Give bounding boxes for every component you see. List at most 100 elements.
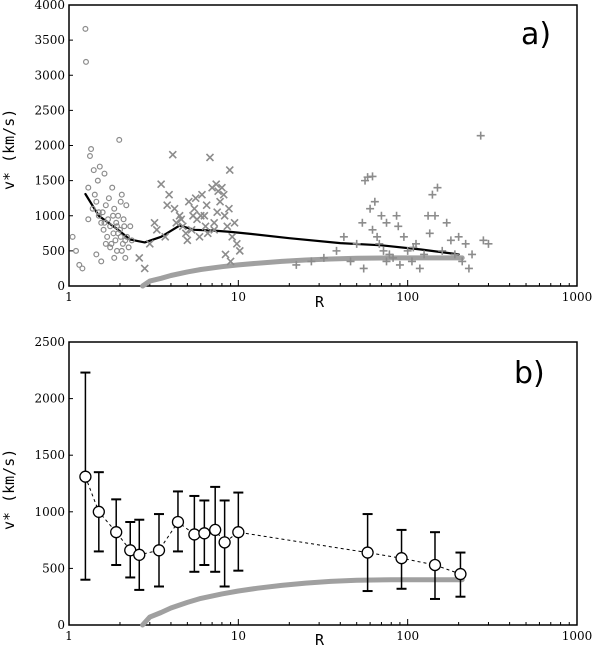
data-point	[361, 546, 374, 559]
data-point-x	[170, 204, 179, 213]
data-point-circle	[107, 223, 114, 230]
data-point-x	[172, 218, 181, 227]
plot-frame-b	[68, 341, 578, 626]
data-point-x	[157, 180, 166, 189]
data-point-plus	[433, 183, 442, 192]
data-point-circle	[108, 240, 115, 247]
data-point-x	[221, 250, 230, 259]
data-point-circle	[125, 244, 132, 251]
y-tick-label: 1500	[34, 448, 65, 462]
data-point-plus	[484, 239, 493, 248]
y-tick-label: 500	[42, 561, 65, 575]
data-point	[92, 505, 105, 518]
data-point	[454, 567, 467, 581]
data-point-x	[213, 208, 222, 217]
y-axis-label-b: v* (km/s)	[0, 449, 18, 530]
data-point	[218, 536, 231, 549]
data-point-x	[135, 253, 144, 262]
x-tick-label: 1	[65, 290, 73, 304]
data-point-plus	[382, 257, 391, 266]
y-tick-label: 0	[57, 618, 65, 632]
model-curve	[140, 255, 465, 289]
y-tick-label: 500	[42, 244, 65, 258]
data-point-x	[225, 166, 234, 175]
data-point-circle	[105, 216, 112, 223]
data-point-x	[220, 211, 229, 220]
data-point-circle	[85, 184, 92, 191]
data-point-x	[232, 239, 241, 248]
data-point-x	[212, 180, 221, 189]
data-point-circle	[111, 205, 118, 212]
data-point-plus	[442, 218, 451, 227]
data-point-plus	[415, 264, 424, 273]
data-point-plus	[409, 243, 418, 252]
x-tick-label: 10	[231, 290, 246, 304]
data-point-plus	[389, 253, 398, 262]
data-point-plus	[461, 239, 470, 248]
data-point-x	[210, 225, 219, 234]
data-point-plus	[339, 232, 348, 241]
data-point-plus	[292, 260, 301, 269]
data-point-circle	[95, 209, 102, 216]
data-point-plus	[370, 197, 379, 206]
data-point-x	[226, 257, 235, 266]
data-point-circle	[82, 25, 89, 32]
data-point-circle	[110, 212, 117, 219]
data-point-plus	[307, 257, 316, 266]
data-point-circle	[89, 205, 96, 212]
y-tick-label: 1000	[34, 505, 65, 519]
y-tick-label: 1000	[34, 209, 65, 223]
data-point-x	[196, 211, 205, 220]
data-point-plus	[438, 246, 447, 255]
data-point-plus	[420, 250, 429, 259]
data-point-x	[203, 229, 212, 238]
data-point-x	[165, 190, 174, 199]
data-point-plus	[368, 225, 377, 234]
data-point-circle	[118, 191, 125, 198]
data-point-circle	[93, 251, 100, 258]
data-point-circle	[85, 216, 92, 223]
data-point-circle	[101, 219, 108, 226]
data-point-circle	[93, 198, 100, 205]
data-point-x	[224, 204, 233, 213]
data-point-circle	[73, 247, 80, 254]
data-point-x	[188, 211, 198, 220]
x-tick-label: 1000	[562, 290, 593, 304]
panel-a: 0 500 1000 1500 2000 2500 3000 3500 4000 1 10 100 10…	[0, 0, 592, 311]
data-point-circle	[96, 163, 103, 170]
data-point-plus	[399, 232, 408, 241]
axes-b: 0 500 1000 1500 2000 2500 1 10 100 1000	[34, 335, 592, 643]
data-point-plus	[379, 246, 388, 255]
data-point-x	[187, 225, 196, 234]
data-point-plus	[352, 239, 361, 248]
data-point	[79, 470, 92, 483]
data-point-plus	[377, 211, 386, 220]
data-point-circle	[111, 254, 118, 261]
y-tick-label: 1500	[34, 174, 65, 188]
x-tick-label: 10	[231, 629, 246, 643]
x-tick-label: 1000	[562, 629, 593, 643]
plot-frame-a	[68, 4, 578, 287]
data-point	[152, 544, 166, 557]
data-point-circle	[115, 230, 122, 237]
data-point-circle	[105, 195, 112, 202]
data-point-plus	[425, 229, 434, 238]
y-tick-label: 3500	[34, 33, 65, 47]
data-point-x	[200, 211, 209, 220]
data-point-plus	[464, 264, 473, 273]
data-point-x	[195, 232, 204, 241]
data-point-x	[168, 150, 177, 159]
data-point-x	[140, 264, 149, 273]
data-point-circle	[76, 261, 83, 268]
data-point-plus	[346, 257, 355, 266]
data-point-circle	[121, 223, 128, 230]
data-point-circle	[98, 258, 105, 265]
data-point-circle	[127, 223, 134, 230]
data-point-circle	[115, 212, 122, 219]
data-point	[209, 523, 222, 537]
data-point-x	[152, 225, 161, 234]
data-point-plus	[359, 264, 368, 273]
data-point	[171, 515, 185, 529]
data-point	[198, 527, 211, 540]
data-point-plus	[446, 236, 455, 245]
